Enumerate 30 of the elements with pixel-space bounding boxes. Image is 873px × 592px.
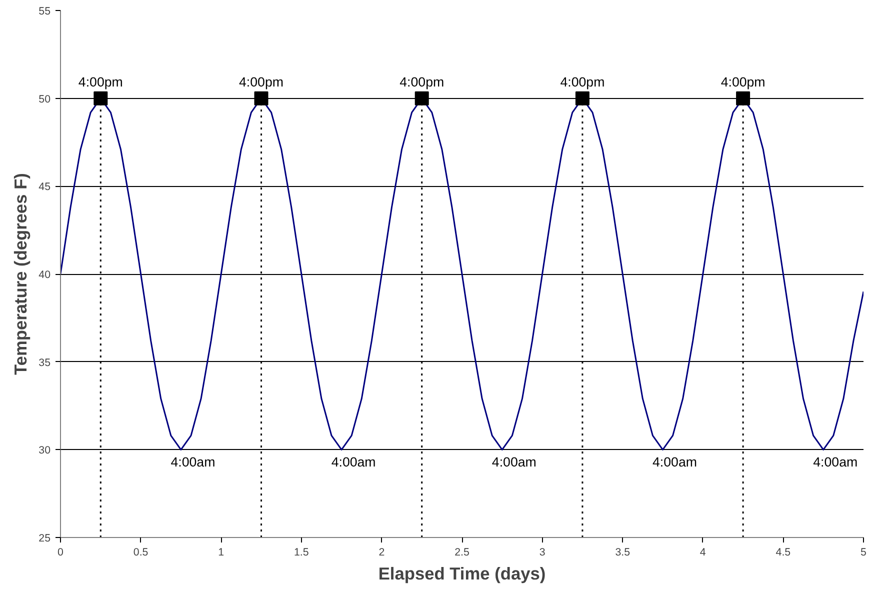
y-tick-label: 50 bbox=[38, 93, 51, 106]
annotation: 4:00pm bbox=[239, 74, 284, 90]
x-axis-title: Elapsed Time (days) bbox=[378, 564, 546, 584]
x-tick-label: 0 bbox=[58, 546, 64, 558]
x-tick-label: 4.5 bbox=[776, 546, 791, 558]
annotation: 4:00pm bbox=[720, 74, 766, 90]
y-axis-title: Temperature (degrees F) bbox=[10, 173, 31, 375]
x-tick-label: 5 bbox=[860, 546, 867, 558]
y-tick-label: 55 bbox=[38, 6, 51, 18]
y-tick-label: 25 bbox=[38, 532, 51, 544]
x-tick-label: 1 bbox=[218, 546, 224, 558]
annotation: 4:00am bbox=[170, 454, 216, 470]
x-tick-label: 2.5 bbox=[454, 546, 470, 558]
x-tick-label: 3 bbox=[539, 546, 546, 558]
y-tick-label: 45 bbox=[38, 181, 51, 194]
annotation: 4:00am bbox=[331, 454, 376, 470]
y-tick-label: 35 bbox=[38, 356, 51, 369]
x-tick-label: 0.5 bbox=[133, 546, 148, 558]
annotation: 4:00pm bbox=[560, 74, 605, 90]
annotation: 4:00am bbox=[813, 454, 858, 470]
annotation: 4:00am bbox=[492, 454, 536, 470]
x-tick-label: 4 bbox=[700, 546, 706, 558]
y-tick-label: 30 bbox=[38, 444, 51, 457]
y-tick-label: 40 bbox=[38, 269, 51, 281]
annotation: 4:00am bbox=[652, 454, 697, 470]
x-tick-label: 2 bbox=[378, 546, 385, 558]
x-tick-label: 1.5 bbox=[294, 546, 309, 558]
x-tick-label: 3.5 bbox=[615, 546, 630, 558]
annotation: 4:00pm bbox=[400, 74, 444, 90]
annotation: 4:00pm bbox=[78, 74, 123, 90]
